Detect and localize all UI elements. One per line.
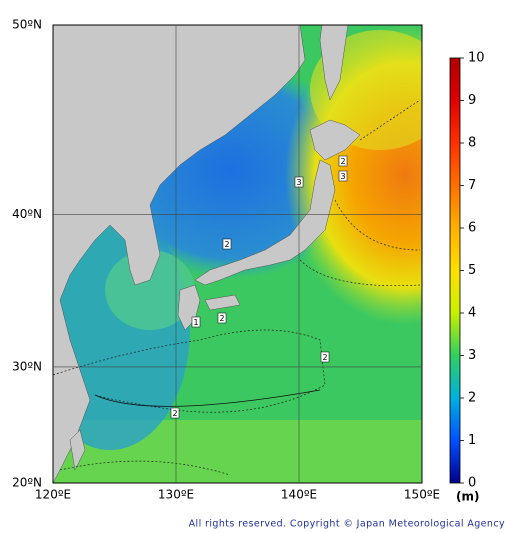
contour-label: 3 — [296, 178, 301, 187]
colorbar-tick-label: 8 — [468, 136, 476, 151]
colorbar-tick-label: 7 — [468, 178, 476, 193]
contour-label-bg — [294, 176, 304, 188]
lat-label: 20ºN — [12, 476, 42, 490]
colorbar-unit: (m) — [456, 490, 479, 504]
contour-label-bg — [222, 238, 232, 250]
colorbar — [450, 58, 460, 483]
contour-label-bg — [320, 351, 330, 363]
contour-label-bg — [191, 316, 201, 328]
contour-label: 2 — [322, 353, 327, 362]
lon-label: 150ºE — [404, 488, 440, 502]
contour-label-bg — [338, 155, 348, 167]
copyright: All rights reserved. Copyright © Japan M… — [189, 519, 505, 530]
lon-label: 130ºE — [158, 488, 194, 502]
colorbar-tick-label: 0 — [468, 476, 476, 491]
contour-label: 2 — [224, 240, 229, 249]
colorbar-tick-label: 9 — [468, 93, 476, 108]
contour-label: 2 — [172, 409, 177, 418]
lat-label: 50ºN — [12, 18, 42, 32]
colorbar-tick-label: 1 — [468, 433, 476, 448]
lat-label: 40ºN — [12, 207, 42, 221]
contour-label: 2 — [340, 157, 345, 166]
map-area — [53, 25, 422, 483]
contour-label-bg — [217, 312, 227, 324]
contour-label: 3 — [340, 172, 345, 181]
map-frame — [52, 24, 423, 484]
colorbar-tick-label: 3 — [468, 348, 476, 363]
lat-label: 30ºN — [12, 359, 42, 373]
colorbar-tick-label: 5 — [468, 263, 476, 278]
contour-label: 2 — [219, 314, 224, 323]
contour-label: 1 — [193, 318, 198, 327]
lon-label: 140ºE — [281, 488, 317, 502]
colorbar-tick-label: 6 — [468, 221, 476, 236]
contour-label-bg — [170, 407, 180, 419]
colorbar-tick-label: 10 — [468, 51, 485, 66]
contour-label-bg — [338, 170, 348, 182]
colorbar-tick-label: 2 — [468, 391, 476, 406]
colorbar-tick-label: 4 — [468, 306, 476, 321]
lon-label: 120ºE — [35, 488, 71, 502]
